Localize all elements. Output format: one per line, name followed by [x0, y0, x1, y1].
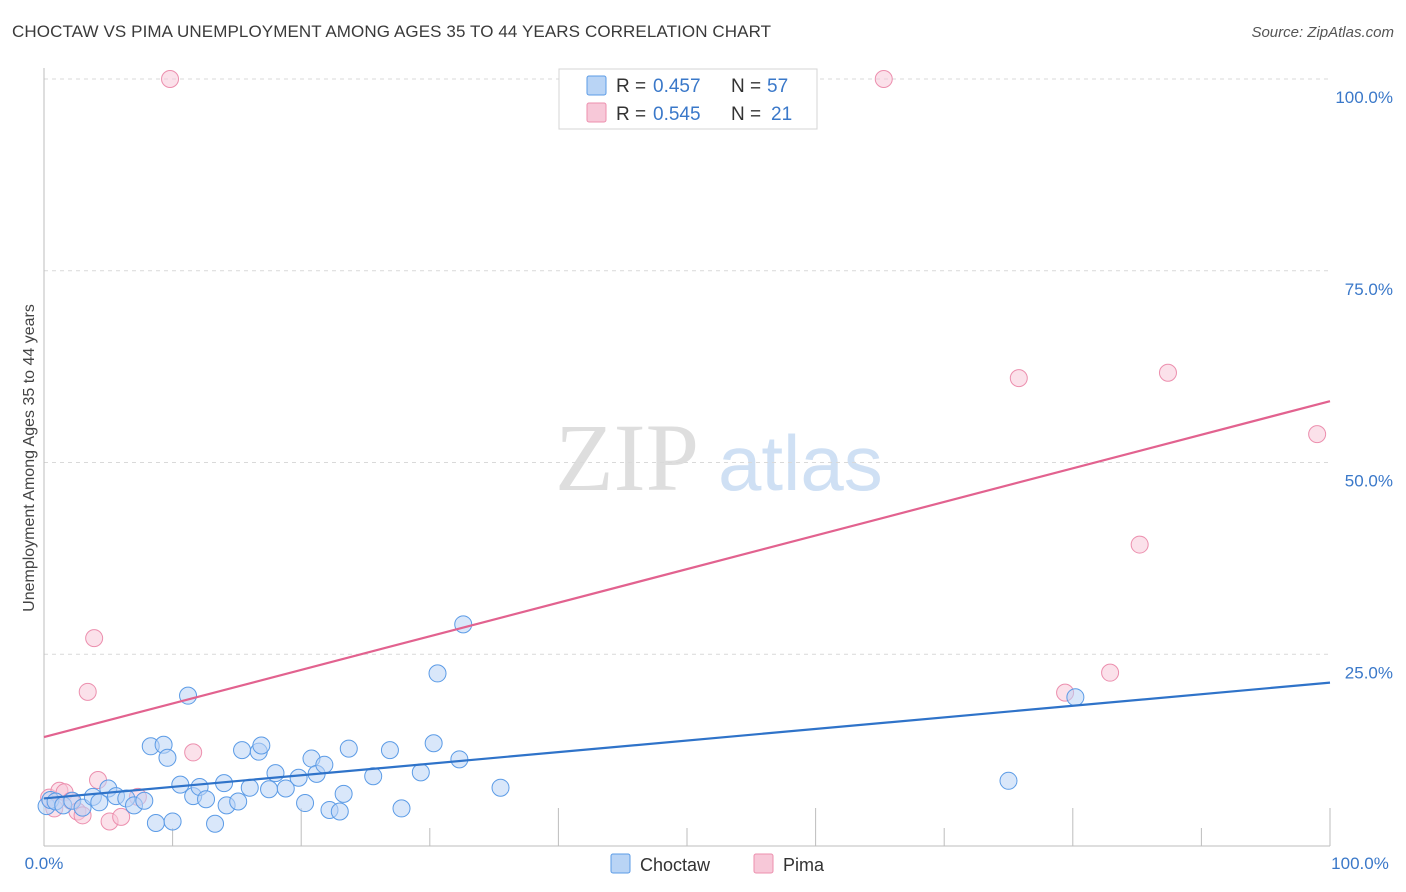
pima-n-value: 21 — [771, 104, 792, 125]
choctaw-point — [999, 771, 1018, 790]
pima-trend-line — [43, 400, 1331, 739]
choctaw-n-label: N = — [731, 76, 761, 97]
choctaw-point — [334, 784, 353, 803]
choctaw-point — [454, 615, 473, 634]
pima-r-value: 0.545 — [653, 104, 701, 125]
choctaw-point — [450, 750, 469, 769]
choctaw-point — [163, 812, 182, 831]
gridlines — [44, 78, 1330, 655]
choctaw-n-value: 57 — [767, 76, 788, 97]
y-tick-label: 75.0% — [1345, 280, 1393, 299]
pima-point — [85, 629, 104, 648]
pima-r-label: R = — [616, 104, 646, 125]
choctaw-point — [392, 799, 411, 818]
y-tick-labels: 25.0% 50.0% 75.0% 100.0% — [1335, 88, 1393, 682]
choctaw-point — [233, 741, 252, 760]
y-tick-label: 50.0% — [1345, 472, 1393, 491]
choctaw-point — [339, 739, 358, 758]
y-tick-label: 25.0% — [1345, 663, 1393, 682]
trend-lines — [43, 400, 1331, 800]
x-ticks — [172, 808, 1331, 846]
choctaw-point — [380, 741, 399, 760]
pima-point — [1101, 663, 1120, 682]
choctaw-point — [491, 778, 510, 797]
choctaw-point — [428, 664, 447, 683]
pima-point — [1158, 363, 1177, 382]
pima-series-label: Pima — [783, 855, 825, 875]
pima-point — [1009, 369, 1028, 388]
choctaw-point — [424, 734, 443, 753]
pima-point — [1130, 535, 1149, 554]
choctaw-points — [37, 615, 1085, 833]
choctaw-point — [330, 802, 349, 821]
watermark-zip: ZIP — [555, 404, 699, 511]
choctaw-point — [158, 748, 177, 767]
choctaw-point — [1066, 688, 1085, 707]
pima-series-swatch — [753, 853, 774, 874]
stats-legend: R = 0.457 N = 57 R = 0.545 N = 21 — [558, 68, 818, 130]
choctaw-point — [197, 790, 216, 809]
choctaw-point — [289, 768, 308, 787]
choctaw-trend-line — [43, 681, 1331, 800]
y-tick-label: 100.0% — [1335, 88, 1393, 107]
pima-point — [78, 682, 97, 701]
choctaw-point — [240, 778, 259, 797]
choctaw-point — [296, 794, 315, 813]
series-legend: Choctaw Pima — [610, 853, 825, 875]
pima-point — [1308, 425, 1327, 444]
pima-point — [184, 743, 203, 762]
x-tick-label-max: 100.0% — [1331, 854, 1389, 873]
pima-legend-swatch — [586, 102, 607, 123]
choctaw-point — [206, 814, 225, 833]
choctaw-series-swatch — [610, 853, 631, 874]
choctaw-series-label: Choctaw — [640, 855, 711, 875]
choctaw-r-label: R = — [616, 76, 646, 97]
chart-title: CHOCTAW VS PIMA UNEMPLOYMENT AMONG AGES … — [12, 22, 772, 41]
choctaw-legend-swatch — [586, 75, 607, 96]
choctaw-point — [252, 736, 271, 755]
choctaw-point — [260, 780, 279, 799]
x-tick-label-min: 0.0% — [25, 854, 64, 873]
y-axis-title: Unemployment Among Ages 35 to 44 years — [21, 304, 38, 612]
pima-point — [874, 70, 893, 88]
pima-point — [161, 70, 180, 88]
pima-n-label: N = — [731, 104, 761, 125]
pima-point — [112, 807, 131, 826]
choctaw-point — [411, 763, 430, 782]
choctaw-r-value: 0.457 — [653, 76, 701, 97]
choctaw-point — [315, 755, 334, 774]
source-credit: Source: ZipAtlas.com — [1251, 24, 1394, 41]
choctaw-point — [135, 791, 154, 810]
choctaw-point — [146, 813, 165, 832]
choctaw-point — [276, 779, 295, 798]
choctaw-point — [229, 792, 248, 811]
